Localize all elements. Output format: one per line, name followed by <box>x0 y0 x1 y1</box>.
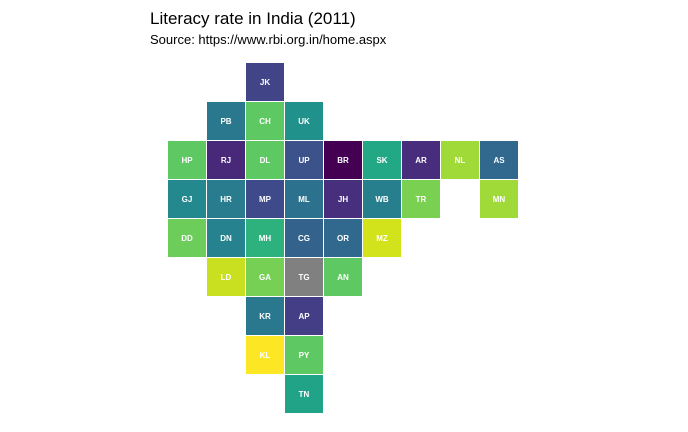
tile-label: HR <box>220 195 232 204</box>
tile-label: UP <box>298 156 310 165</box>
tile <box>207 141 245 179</box>
tile <box>207 180 245 218</box>
tile <box>480 180 518 218</box>
tile <box>207 102 245 140</box>
tile-label: MH <box>259 234 272 243</box>
tile <box>402 180 440 218</box>
tile-label: AP <box>298 312 310 321</box>
tile-label: GA <box>259 273 271 282</box>
tile-label: OR <box>337 234 349 243</box>
tile-label: ML <box>298 195 310 204</box>
tile-label: UK <box>298 117 310 126</box>
tile-label: MP <box>259 195 272 204</box>
tile-label: GJ <box>182 195 193 204</box>
tile <box>246 258 284 296</box>
tile <box>285 258 323 296</box>
tile <box>285 297 323 335</box>
tile-label: DL <box>260 156 271 165</box>
tile-label: BR <box>337 156 349 165</box>
tile-label: PY <box>299 351 310 360</box>
tile <box>207 258 245 296</box>
tile <box>324 141 362 179</box>
tile <box>285 219 323 257</box>
tile <box>480 141 518 179</box>
tile-label: KR <box>259 312 271 321</box>
tile <box>363 180 401 218</box>
tile-label: MZ <box>376 234 388 243</box>
tile <box>363 141 401 179</box>
tile-label: PB <box>220 117 231 126</box>
tile-label: CG <box>298 234 310 243</box>
tile-label: WB <box>375 195 389 204</box>
tile <box>441 141 479 179</box>
tile-label: AS <box>493 156 505 165</box>
tile-label: CH <box>259 117 271 126</box>
tile <box>207 219 245 257</box>
chart-title: Literacy rate in India (2011) <box>150 9 356 28</box>
tile <box>246 336 284 374</box>
tile <box>168 141 206 179</box>
tile-label: JH <box>338 195 348 204</box>
tile <box>246 102 284 140</box>
tile-label: HP <box>181 156 193 165</box>
tile-label: AN <box>337 273 349 282</box>
tile <box>168 219 206 257</box>
tile-label: KL <box>260 351 271 360</box>
tile-label: MN <box>493 195 506 204</box>
tile-label: TG <box>298 273 309 282</box>
tile-label: DN <box>220 234 232 243</box>
tile-label: TN <box>299 390 310 399</box>
tile <box>402 141 440 179</box>
tile-label: LD <box>221 273 232 282</box>
tile <box>285 336 323 374</box>
tile <box>168 180 206 218</box>
tile <box>324 219 362 257</box>
tile <box>363 219 401 257</box>
tile-label: AR <box>415 156 427 165</box>
tile <box>285 180 323 218</box>
tile <box>324 258 362 296</box>
tile <box>324 180 362 218</box>
tile <box>246 297 284 335</box>
tile <box>285 102 323 140</box>
tile-label: TR <box>416 195 427 204</box>
tile-label: JK <box>260 78 270 87</box>
tile-label: RJ <box>221 156 231 165</box>
tile <box>285 375 323 413</box>
tile-label: SK <box>376 156 387 165</box>
chart-subtitle: Source: https://www.rbi.org.in/home.aspx <box>150 32 387 47</box>
tile <box>285 141 323 179</box>
tile-label: DD <box>181 234 193 243</box>
tile <box>246 63 284 101</box>
tile <box>246 141 284 179</box>
tile-label: NL <box>455 156 466 165</box>
tile <box>246 180 284 218</box>
tile <box>246 219 284 257</box>
